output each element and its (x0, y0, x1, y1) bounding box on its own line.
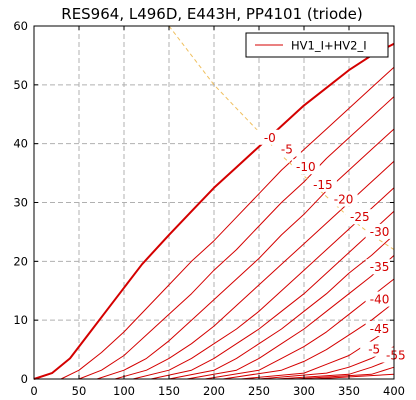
curve-label-bg (365, 291, 394, 307)
series-line-2 (78, 96, 395, 380)
curve-label: -5 (281, 143, 293, 157)
series-line-0 (33, 42, 395, 380)
curve-label: -40 (370, 293, 390, 307)
x-tick-label: 100 (113, 384, 135, 398)
x-tick-label: 50 (72, 384, 87, 398)
curve-label-bg (329, 191, 358, 207)
x-tick-label: 150 (158, 384, 180, 398)
curve-label: -55 (386, 348, 406, 362)
curve-label-bg (255, 129, 284, 145)
axis-ticks: 0 50 100 150 200 250 300 350 400 0 10 20 30 40 50 60 (13, 19, 405, 398)
series-line-10 (222, 302, 395, 380)
legend: HV1_I+HV2_I (245, 32, 389, 58)
curve-label-bg (308, 176, 337, 192)
y-tick-label: 10 (13, 313, 28, 327)
x-tick-label: 250 (248, 384, 270, 398)
curve-label: -10 (296, 160, 316, 174)
y-tick-label: 30 (13, 196, 28, 210)
legend-label: HV1_I+HV2_I (291, 39, 367, 53)
series-line-14 (294, 366, 395, 380)
curve-label: -45 (370, 322, 390, 336)
curve-label: -0 (264, 131, 276, 145)
curves (33, 42, 395, 380)
curve-label-bg (272, 141, 301, 157)
series-line-1 (60, 66, 395, 380)
x-tick-label: 200 (203, 384, 225, 398)
x-tick-label: 0 (30, 384, 37, 398)
curve-label-bg (365, 320, 394, 336)
series-line-7 (168, 234, 395, 380)
series-line-5 (132, 187, 395, 380)
curve-label: -20 (334, 193, 354, 207)
x-tick-label: 350 (338, 384, 360, 398)
curve-label-bg (365, 259, 394, 275)
series-line-3 (96, 128, 395, 380)
y-tick-label: 60 (13, 19, 28, 33)
x-tick-label: 400 (383, 384, 405, 398)
series-line-13 (276, 357, 395, 380)
curve-labels: -0-5-10-15-20-25-30-35-40-45-5 -55 (255, 129, 410, 363)
y-tick-label: 50 (13, 78, 28, 92)
series-line-15 (312, 373, 395, 380)
curve-label: -35 (370, 260, 390, 274)
curve-label: -30 (370, 225, 390, 239)
y-tick-label: 40 (13, 137, 28, 151)
series-line-6 (150, 210, 395, 380)
x-tick-label: 300 (293, 384, 315, 398)
curve-label-bg (365, 223, 394, 239)
curve-label: -25 (350, 210, 370, 224)
series-line-11 (240, 325, 395, 380)
chart-title: RES964, L496D, E443H, PP4101 (triode) (61, 5, 362, 23)
y-tick-label: 0 (21, 372, 28, 386)
curve-label-bg (291, 159, 320, 175)
curve-label-bg (360, 341, 389, 357)
y-tick-label: 20 (13, 254, 28, 268)
curve-label-bg (381, 347, 410, 363)
curve-label: -5 (368, 343, 380, 357)
curve-label-bg (345, 209, 374, 225)
curve-label: -15 (313, 178, 333, 192)
series-line-8 (186, 255, 395, 380)
